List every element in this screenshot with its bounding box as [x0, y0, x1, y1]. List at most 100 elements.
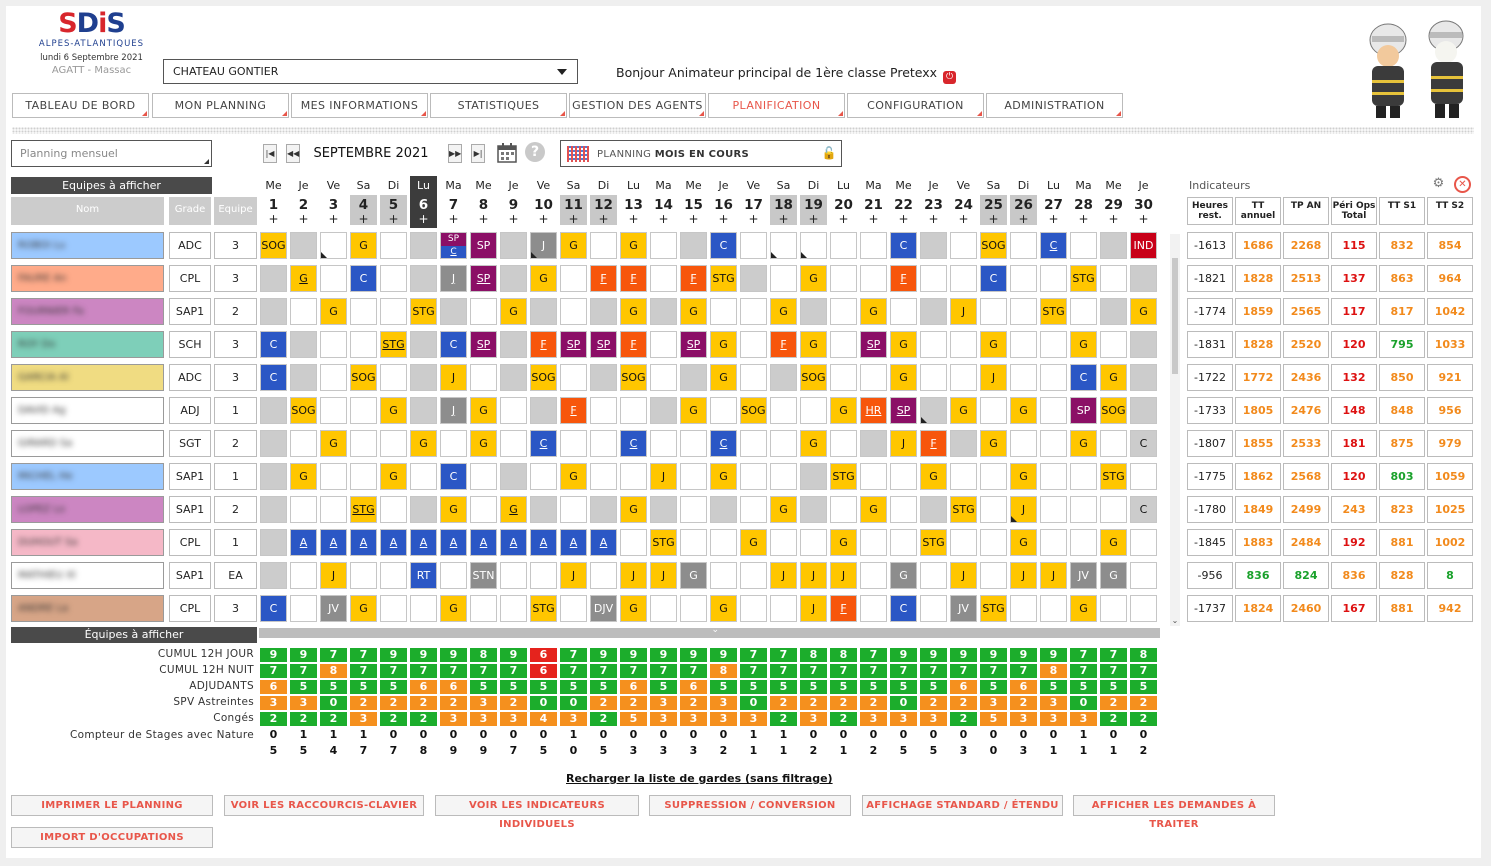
planning-cell[interactable]: A — [560, 529, 587, 556]
planning-cell[interactable]: J — [440, 265, 467, 292]
planning-cell[interactable] — [590, 397, 617, 424]
planning-cell[interactable] — [260, 265, 287, 292]
planning-cell[interactable] — [500, 232, 527, 259]
planning-cell[interactable]: F — [590, 265, 617, 292]
planning-cell[interactable] — [740, 595, 767, 622]
planning-cell[interactable]: C — [1040, 232, 1067, 259]
planning-cell[interactable] — [710, 562, 737, 589]
planning-cell[interactable]: J — [440, 397, 467, 424]
planning-cell[interactable] — [290, 331, 317, 358]
agent-name[interactable]: GARCIA Al — [11, 364, 164, 391]
planning-cell[interactable] — [980, 529, 1007, 556]
planning-cell[interactable] — [710, 298, 737, 325]
planning-cell[interactable] — [1130, 529, 1157, 556]
planning-cell[interactable]: F — [620, 265, 647, 292]
planning-cell[interactable]: G — [800, 331, 827, 358]
day-number[interactable]: 26 — [1014, 197, 1033, 213]
planning-cell[interactable]: SP — [1070, 397, 1097, 424]
planning-cell[interactable] — [1040, 463, 1067, 490]
planning-cell[interactable] — [1100, 232, 1127, 259]
planning-cell[interactable] — [350, 331, 377, 358]
scrollbar-thumb[interactable] — [1172, 258, 1178, 374]
planning-cell[interactable] — [770, 232, 797, 259]
planning-cell[interactable] — [590, 430, 617, 457]
action-button-suppression-conversion[interactable]: SUPPRESSION / CONVERSION — [649, 795, 851, 816]
planning-cell[interactable]: STG — [710, 265, 737, 292]
planning-cell[interactable] — [1010, 331, 1037, 358]
planning-cell[interactable] — [650, 265, 677, 292]
planning-cell[interactable] — [950, 331, 977, 358]
planning-cell[interactable]: J — [950, 298, 977, 325]
planning-cell[interactable] — [1130, 265, 1157, 292]
add-day-button[interactable]: + — [748, 212, 759, 226]
planning-cell[interactable] — [1010, 364, 1037, 391]
planning-cell[interactable] — [260, 529, 287, 556]
reload-link[interactable]: Recharger la liste de gardes (sans filtr… — [566, 772, 833, 785]
planning-cell[interactable] — [950, 463, 977, 490]
add-day-button[interactable]: + — [898, 212, 909, 226]
planning-cell[interactable] — [800, 529, 827, 556]
planning-cell[interactable] — [590, 298, 617, 325]
teams-filter-header[interactable]: Equipes à afficher — [11, 177, 212, 194]
planning-cell[interactable] — [1100, 331, 1127, 358]
planning-cell[interactable] — [440, 298, 467, 325]
planning-cell[interactable]: G — [500, 298, 527, 325]
planning-cell[interactable] — [1010, 265, 1037, 292]
day-number[interactable]: 12 — [594, 197, 613, 213]
day-number[interactable]: 16 — [714, 197, 733, 213]
planning-cell[interactable]: C — [440, 331, 467, 358]
planning-cell[interactable] — [500, 562, 527, 589]
planning-cell[interactable] — [530, 496, 557, 523]
day-number[interactable]: 20 — [834, 197, 853, 213]
day-number[interactable]: 17 — [744, 197, 763, 213]
planning-cell[interactable]: JV — [320, 595, 347, 622]
add-day-button[interactable]: + — [928, 212, 939, 226]
nav-tab-tableau-de-bord[interactable]: TABLEAU DE BORD — [12, 93, 149, 118]
action-button-voir-les-raccourcis-clavier[interactable]: VOIR LES RACCOURCIS-CLAVIER — [224, 795, 424, 816]
planning-cell[interactable] — [350, 463, 377, 490]
planning-cell[interactable] — [1070, 232, 1097, 259]
planning-cell[interactable]: G — [830, 529, 857, 556]
planning-cell[interactable] — [530, 298, 557, 325]
center-select[interactable]: CHATEAU GONTIER — [163, 59, 578, 84]
planning-cell[interactable]: C — [890, 595, 917, 622]
planning-cell[interactable]: J — [1010, 496, 1037, 523]
planning-cell[interactable] — [560, 298, 587, 325]
planning-cell[interactable]: SP — [470, 331, 497, 358]
day-number[interactable]: 21 — [864, 197, 883, 213]
planning-cell[interactable]: C — [260, 331, 287, 358]
planning-cell[interactable]: F — [530, 331, 557, 358]
planning-cell[interactable]: DJV — [590, 595, 617, 622]
planning-cell[interactable] — [650, 364, 677, 391]
planning-cell[interactable] — [1100, 595, 1127, 622]
agent-name[interactable]: ROY Do — [11, 331, 164, 358]
planning-cell[interactable] — [320, 232, 347, 259]
planning-cell[interactable]: G — [710, 331, 737, 358]
add-day-button[interactable]: + — [628, 212, 639, 226]
planning-cell[interactable] — [830, 298, 857, 325]
planning-cell[interactable] — [380, 364, 407, 391]
planning-cell[interactable] — [800, 397, 827, 424]
planning-cell[interactable]: J — [440, 364, 467, 391]
planning-cell[interactable] — [380, 595, 407, 622]
planning-period[interactable]: PLANNING MOIS EN COURS 🔓 — [560, 140, 842, 167]
planning-cell[interactable]: SP — [680, 331, 707, 358]
planning-cell[interactable]: G — [980, 331, 1007, 358]
planning-cell[interactable]: F — [560, 397, 587, 424]
add-day-button[interactable]: + — [778, 212, 789, 226]
planning-cell[interactable] — [410, 397, 437, 424]
planning-cell[interactable] — [800, 496, 827, 523]
planning-cell[interactable] — [410, 331, 437, 358]
add-day-button[interactable]: + — [658, 212, 669, 226]
planning-cell[interactable]: STG — [1100, 463, 1127, 490]
planning-cell[interactable]: SOG — [800, 364, 827, 391]
day-number[interactable]: 1 — [268, 197, 279, 213]
planning-mode-select[interactable]: Planning mensuel — [11, 140, 212, 167]
planning-cell[interactable] — [770, 595, 797, 622]
planning-cell[interactable]: C — [350, 265, 377, 292]
day-number[interactable]: 2 — [298, 197, 309, 213]
planning-cell[interactable]: JV — [1070, 562, 1097, 589]
planning-cell[interactable] — [1070, 529, 1097, 556]
day-number[interactable]: 10 — [534, 197, 553, 213]
planning-cell[interactable] — [680, 232, 707, 259]
